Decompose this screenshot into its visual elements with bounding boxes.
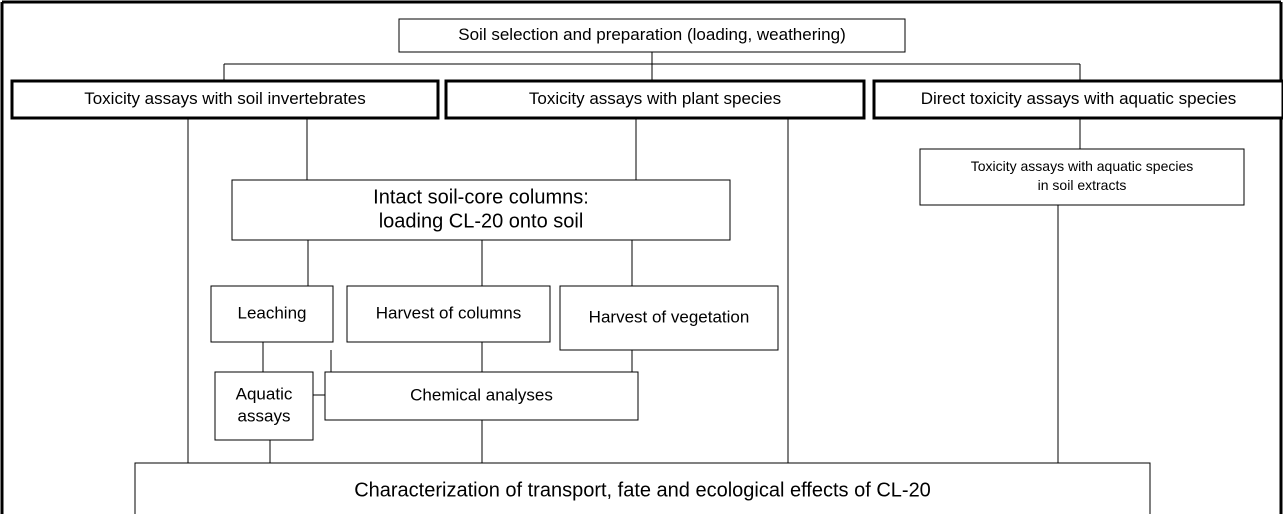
node-box (324, 371, 639, 421)
node: Characterization of transport, fate and … (134, 462, 1151, 514)
node: Direct toxicity assays with aquatic spec… (872, 79, 1283, 120)
node: Toxicity assays with aquatic species in s… (919, 148, 1245, 206)
node-label: Harvest of vegetation (589, 307, 750, 326)
node-label: in soil extracts (1038, 177, 1127, 193)
node-box (210, 285, 334, 343)
node-label: loading CL-20 onto soil (379, 210, 584, 232)
node: Toxicity assays with soil invertebrates (10, 79, 440, 120)
node-box (231, 179, 731, 241)
node-box (559, 285, 779, 351)
node-label: Direct toxicity assays with aquatic spec… (921, 89, 1237, 108)
node-label: Toxicity assays with plant species (529, 89, 781, 108)
node: Chemical analyses (324, 371, 639, 421)
node-label: Soil selection and preparation (loading,… (458, 25, 845, 44)
node-label: Chemical analyses (410, 385, 553, 404)
node-label: Leaching (237, 303, 306, 322)
node-box (872, 79, 1283, 120)
node-box (134, 462, 1151, 514)
node-label: Toxicity assays with aquatic species (971, 158, 1194, 174)
node-box (10, 79, 440, 120)
node: Aquatic assays (214, 371, 314, 441)
node-box (444, 79, 866, 120)
node-label: assays (238, 406, 291, 425)
node-box (919, 148, 1245, 206)
node: Intact soil-core columns:loading CL-20 o… (231, 179, 731, 241)
node-box (214, 371, 314, 441)
node-label: Harvest of columns (376, 303, 522, 322)
node: Leaching (210, 285, 334, 343)
node-box (398, 18, 906, 53)
node: Harvest of vegetation (559, 285, 779, 351)
node: Soil selection and preparation (loading,… (398, 18, 906, 53)
node-label: Characterization of transport, fate and … (354, 479, 931, 501)
node: Toxicity assays with plant species (444, 79, 866, 120)
node-label: Intact soil-core columns: (373, 186, 589, 208)
nodes: Soil selection and preparation (loading,… (10, 18, 1283, 514)
node-label: Aquatic (236, 384, 293, 403)
node-label: Toxicity assays with soil invertebrates (84, 89, 366, 108)
node-box (346, 285, 551, 343)
node: Harvest of columns (346, 285, 551, 343)
connectors (187, 52, 1081, 463)
